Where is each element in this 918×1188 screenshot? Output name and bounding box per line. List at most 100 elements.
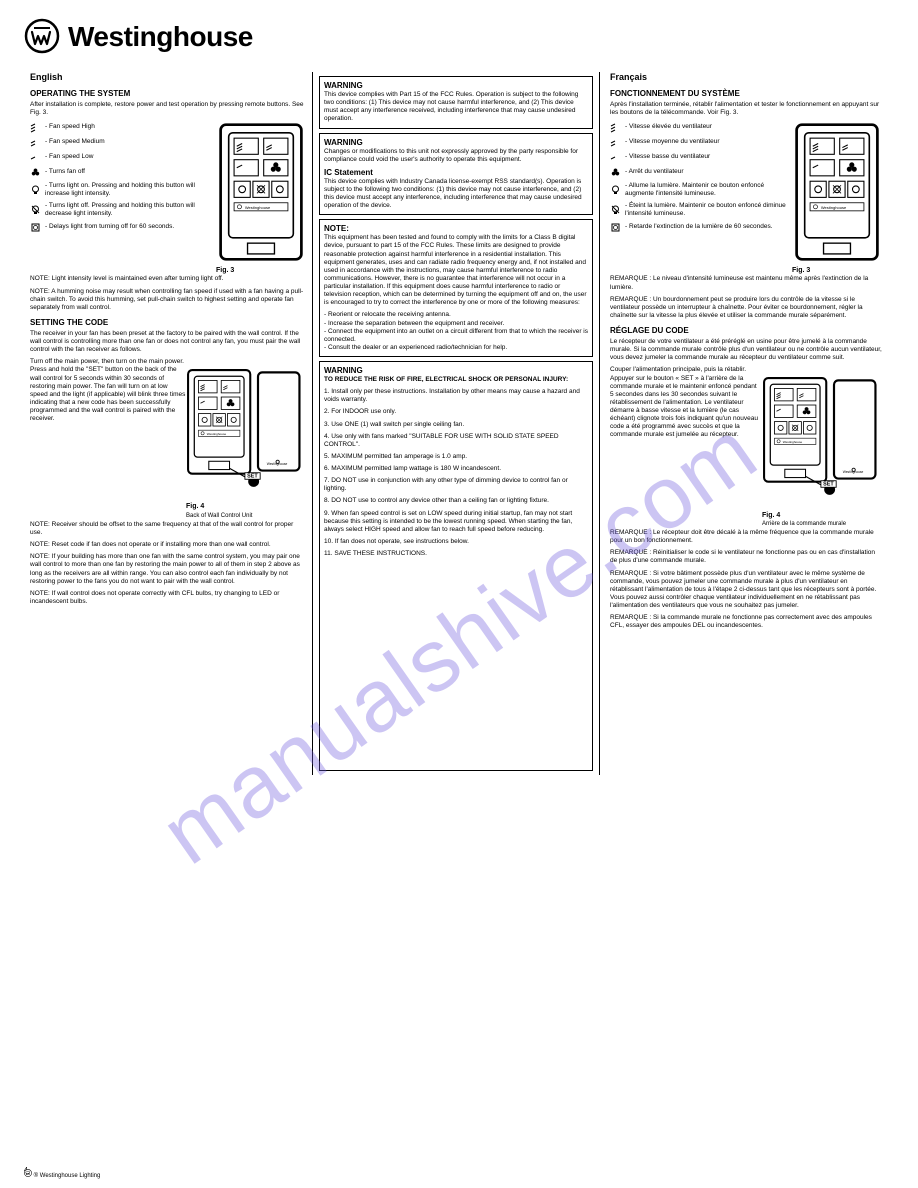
warn-item: 11. SAVE THESE INSTRUCTIONS. [324,550,588,558]
bullet: - Consult the dealer or an experienced r… [324,344,588,352]
warning-body: This device complies with Part 15 of the… [324,91,578,122]
brand-header: Westinghouse [24,18,894,54]
speed-high-icon [610,122,621,133]
note-body: This equipment has been tested and found… [324,234,587,306]
speed-low-icon [30,152,41,163]
warn-item: 1. Install only per these instructions. … [324,388,588,404]
warn-item: 10. If fan does not operate, see instruc… [324,538,588,546]
fig4-caption: Fig. 4Arrière de la commande murale [762,512,882,530]
icon-legend: - Vitesse élevée du ventilateur - Vitess… [610,122,792,234]
setcode-p1: The receiver in your fan has been preset… [30,330,306,354]
page: Westinghouse English OPERATING THE SYSTE… [0,0,918,1188]
legend-high: - Fan speed High [45,123,95,131]
fan-off-icon [610,167,621,178]
legend-lighton: - Allume la lumière. Maintenir ce bouton… [625,182,792,198]
legend-lighton: - Turns light on. Pressing and holding t… [45,182,216,198]
setcode-p2: Couper l'alimentation principale, puis l… [610,366,762,439]
warn-item: 2. For INDOOR use only. [324,408,588,416]
warn-item: 9. When fan speed control is set on LOW … [324,510,588,534]
brand-name: Westinghouse [68,19,253,54]
svg-text:Westinghouse: Westinghouse [843,470,864,474]
figure-4-row: Couper l'alimentation principale, puis l… [610,366,882,529]
fig4-caption: Fig. 4Back of Wall Control Unit [186,503,306,521]
warning-fcc-box: WARNING This device complies with Part 1… [319,76,593,129]
section-setcode-head: SETTING THE CODE [30,318,306,328]
remote-back-icon: Westinghouse SET [186,358,306,498]
column-english: English OPERATING THE SYSTEM After insta… [24,72,312,775]
svg-text:SET: SET [247,474,258,480]
warning-safety-box: WARNING TO REDUCE THE RISK OF FIRE, ELEC… [319,361,593,771]
warn-item: 3. Use ONE (1) wall switch per single ce… [324,421,588,429]
delay-icon [610,222,621,233]
svg-text:SET: SET [823,482,834,488]
note3: REMARQUE : Le récepteur doit être décalé… [610,529,882,545]
legend-low: - Vitesse basse du ventilateur [625,153,710,161]
note-fcc-box: NOTE: This equipment has been tested and… [319,219,593,357]
figure-3-row: - Fan speed High - Fan speed Medium - Fa… [30,122,306,276]
note2: REMARQUE : Un bourdonnement peut se prod… [610,296,882,320]
warn-item: 7. DO NOT use in conjunction with any ot… [324,477,588,493]
legend-lightoff: - Turns light off. Pressing and holding … [45,202,216,218]
note5: REMARQUE : Si votre bâtiment possède plu… [610,570,882,611]
light-on-icon [610,184,621,195]
bullet: - Increase the separation between the eq… [324,320,588,328]
legend-low: - Fan speed Low [45,153,93,161]
warning-mods-box: WARNING Changes or modifications to this… [319,133,593,216]
note1: REMARQUE : Le niveau d'intensité lumineu… [610,275,882,291]
fig3-caption: Fig. 3 [216,267,306,276]
legend-delay: - Delays light from turning off for 60 s… [45,223,174,231]
speed-low-icon [610,152,621,163]
ic-body: This device complies with Industry Canad… [324,178,582,209]
legend-med: - Fan speed Medium [45,138,105,146]
column-french: Français FONCTIONNEMENT DU SYSTÈME Après… [600,72,888,775]
bullet: - Connect the equipment into an outlet o… [324,328,588,344]
legend-med: - Vitesse moyenne du ventilateur [625,138,720,146]
warn-item: 4. Use only with fans marked "SUITABLE F… [324,433,588,449]
page-footer: 4 [24,1167,894,1176]
figure-4-row: Turn off the main power, then turn on th… [30,358,306,521]
note3: NOTE: Receiver should be offset to the s… [30,521,306,537]
ic-head: IC Statement [324,168,588,178]
warning-head: WARNING [324,138,588,148]
remote-front-icon [792,122,882,262]
fan-off-icon [30,167,41,178]
legend-off: - Arrêt du ventilateur [625,168,684,176]
warn-item: 8. DO NOT use to control any device othe… [324,497,588,505]
note6: REMARQUE : Si la commande murale ne fonc… [610,614,882,630]
westinghouse-logo-icon [24,18,60,54]
warning-body: Changes or modifications to this unit no… [324,148,588,164]
column-title: English [30,72,306,83]
legend-high: - Vitesse élevée du ventilateur [625,123,712,131]
columns: English OPERATING THE SYSTEM After insta… [24,72,894,775]
note1: NOTE: Light intensity level is maintaine… [30,275,306,283]
note5: NOTE: If your building has more than one… [30,553,306,586]
westinghouse-logo-icon [24,1169,32,1177]
warning-head: WARNING [324,81,588,91]
note4: NOTE: Reset code if fan does not operate… [30,541,306,549]
section-operating-head: OPERATING THE SYSTEM [30,89,306,99]
column-warnings: WARNING This device complies with Part 1… [312,72,600,775]
remote-back-icon: Westinghouse SET [762,366,882,506]
speed-med-icon [30,137,41,148]
remote-front-icon [216,122,306,262]
legend-lightoff: - Éteint la lumière. Maintenir ce bouton… [625,202,792,218]
operating-intro: After installation is complete, restore … [30,101,306,117]
light-off-icon [30,204,41,215]
note-head: NOTE: [324,224,588,234]
speed-med-icon [610,137,621,148]
setcode-p1: Le récepteur de votre ventilateur a été … [610,338,882,362]
svg-text:Westinghouse: Westinghouse [267,462,288,466]
setcode-p2: Turn off the main power, then turn on th… [30,358,186,423]
note4: REMARQUE : Réinitialiser le code si le v… [610,549,882,565]
warning-lead: TO REDUCE THE RISK OF FIRE, ELECTRICAL S… [324,376,588,384]
note2: NOTE: A humming noise may result when co… [30,288,306,312]
legend-off: - Turns fan off [45,168,85,176]
warning-head: WARNING [324,366,588,376]
section-operating-head: FONCTIONNEMENT DU SYSTÈME [610,89,882,99]
operating-intro: Après l'installation terminée, rétablir … [610,101,882,117]
figure-3-row: - Vitesse élevée du ventilateur - Vitess… [610,122,882,276]
speed-high-icon [30,122,41,133]
trademark-line: ® Westinghouse Lighting [24,1169,100,1181]
bullet: - Reorient or relocate the receiving ant… [324,311,588,319]
fig3-caption: Fig. 3 [792,267,882,276]
